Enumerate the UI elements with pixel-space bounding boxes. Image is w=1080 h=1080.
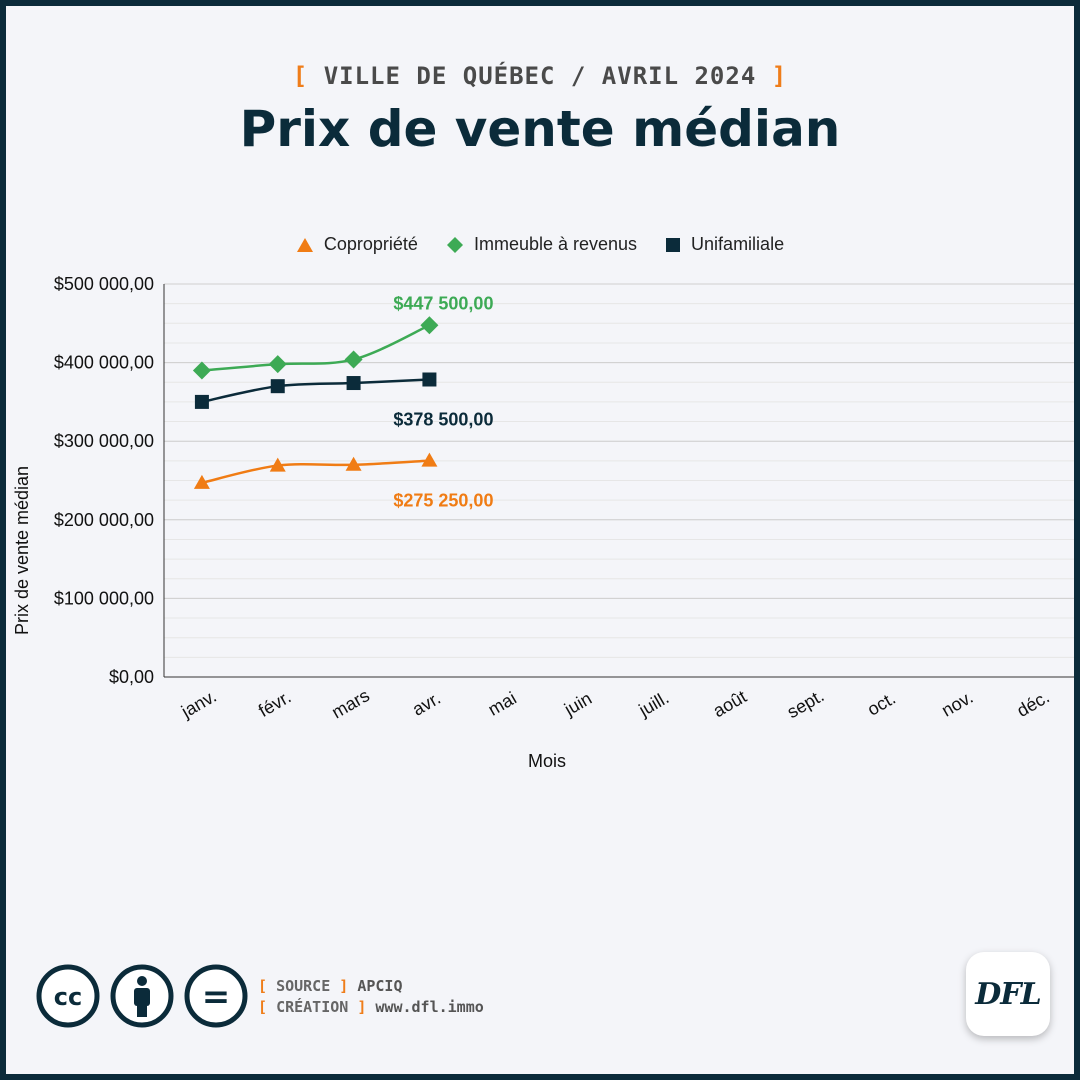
footer: cc = [ SOURCE ] APCIQ [ CRÉATION ] www.d… (30, 952, 1062, 1046)
no-derivatives-icon: = (184, 964, 248, 1028)
poster: [ VILLE DE QUÉBEC / AVRIL 2024 ] Prix de… (6, 6, 1074, 1074)
chart-subtitle: [ VILLE DE QUÉBEC / AVRIL 2024 ] (292, 62, 788, 90)
series-line (201, 378, 430, 404)
x-tick-label: mars (328, 685, 373, 722)
x-tick-label: déc. (1013, 687, 1052, 721)
diamond-marker-icon (446, 236, 463, 253)
x-tick-label: nov. (938, 687, 976, 721)
data-point (269, 457, 286, 472)
legend-item-copropriete: Copropriété (296, 234, 418, 255)
x-tick-label: juill. (635, 687, 673, 720)
x-tick-labels: janv. févr. mars avr. mai juin juill. août sept.… (177, 685, 1053, 722)
x-tick-label: oct. (864, 688, 899, 720)
data-point (193, 474, 210, 489)
data-point (268, 355, 287, 374)
y-tick-label: $200 000,00 (54, 510, 154, 530)
data-label: $378 500,00 (393, 409, 493, 429)
data-point (420, 316, 439, 335)
legend-label: Immeuble à revenus (473, 234, 638, 254)
x-axis-title: Mois (528, 751, 566, 771)
legend-item-immeuble: Immeuble à revenus (446, 234, 637, 255)
series-line (201, 324, 430, 372)
legend-item-unifamiliale: Unifamiliale (665, 234, 784, 255)
data-label: $275 250,00 (393, 491, 493, 511)
license-badges: cc = (36, 964, 248, 1028)
x-tick-label: mai (485, 688, 520, 720)
x-tick-label: juin (560, 688, 595, 720)
nd-badge-text: = (202, 977, 231, 1017)
source-line: [ SOURCE ] APCIQ (258, 977, 403, 995)
series-line (201, 459, 430, 485)
data-point (344, 350, 363, 369)
y-axis-title: Prix de vente médian (12, 466, 32, 635)
data-point (270, 379, 285, 394)
y-tick-labels: $0,00 $100 000,00 $200 000,00 $300 000,00 $4… (54, 274, 154, 687)
triangle-marker-icon (296, 237, 313, 252)
creation-line: [ CRÉATION ] www.dfl.immo (258, 998, 484, 1016)
creation-link[interactable]: www.dfl.immo (375, 998, 484, 1016)
series-layer (192, 316, 439, 489)
y-tick-label: $500 000,00 (54, 274, 154, 294)
x-tick-label: avr. (409, 688, 444, 720)
data-labels: $275 250,00 $447 500,00 $378 500,00 (393, 293, 493, 510)
data-point (345, 456, 362, 471)
legend-label: Unifamiliale (691, 234, 785, 254)
x-tick-label: févr. (255, 687, 294, 721)
data-point (346, 376, 361, 391)
axes (163, 284, 1074, 678)
legend-label: Copropriété (323, 234, 418, 254)
x-tick-label: janv. (177, 686, 220, 722)
data-point (192, 361, 211, 380)
data-point (421, 452, 438, 467)
dfl-logo: DFL (966, 952, 1050, 1036)
attribution-icon (110, 964, 174, 1028)
y-tick-label: $300 000,00 (54, 431, 154, 451)
y-tick-label: $100 000,00 (54, 588, 154, 608)
gridlines (164, 283, 1074, 658)
x-tick-label: août (710, 686, 750, 721)
y-tick-label: $400 000,00 (54, 353, 154, 373)
chart-title: Prix de vente médian (239, 100, 841, 158)
line-chart: $0,00 $100 000,00 $200 000,00 $300 000,00 $4… (12, 274, 1074, 771)
legend: Copropriété Immeuble à revenus Unifamili… (6, 234, 1074, 255)
y-tick-label: $0,00 (109, 667, 154, 687)
source-value: APCIQ (357, 977, 403, 995)
data-point (194, 394, 209, 409)
cc-badge-text: cc (54, 983, 82, 1011)
square-marker-icon (666, 237, 681, 252)
data-label: $447 500,00 (393, 293, 493, 313)
x-tick-label: sept. (784, 685, 828, 722)
credits: [ SOURCE ] APCIQ [ CRÉATION ] www.dfl.im… (258, 976, 484, 1018)
data-point (422, 372, 437, 387)
cc-icon: cc (36, 964, 100, 1028)
